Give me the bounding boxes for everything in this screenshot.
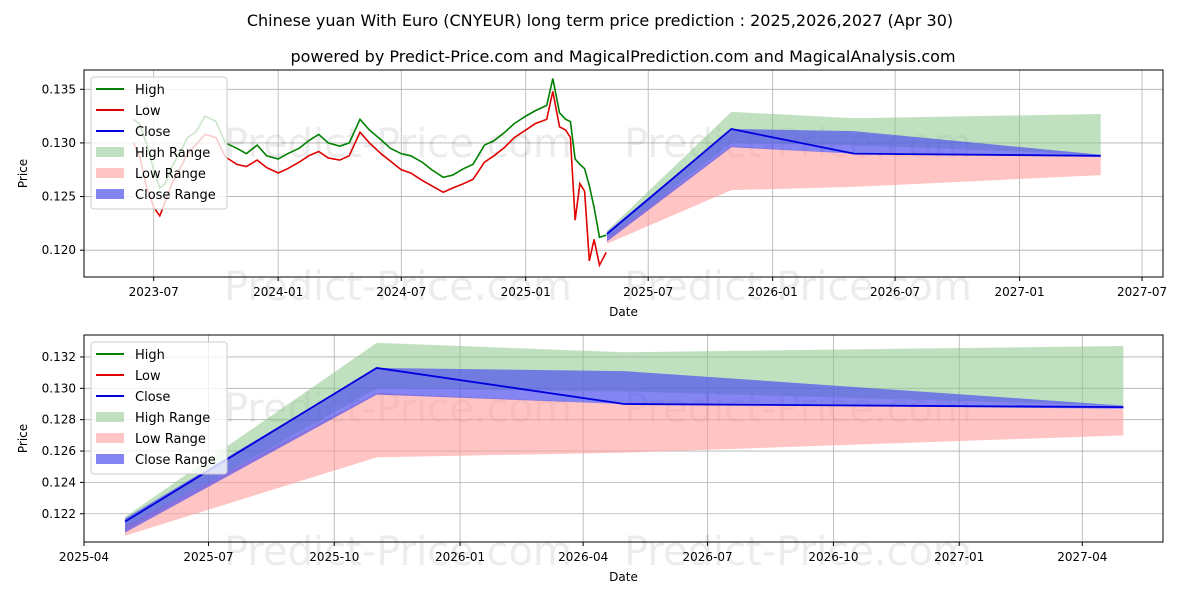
- legend-label: Low: [135, 104, 161, 119]
- watermark-text: Predict-Price.com: [624, 529, 972, 575]
- x-tick-label: 2025-07: [183, 550, 233, 564]
- series-close-line: [124, 366, 1124, 523]
- legend-label: Close: [135, 390, 170, 405]
- legend-box: [90, 76, 228, 210]
- y-tick-label: 0.125: [42, 190, 76, 204]
- low-range-band: [606, 146, 1101, 244]
- y-tick-label: 0.135: [42, 82, 76, 96]
- legend-box: [90, 341, 228, 475]
- legend-label: Low Range: [135, 167, 206, 182]
- x-tick-label: 2027-01: [934, 550, 984, 564]
- watermark-text: Predict-Price.com: [224, 264, 572, 310]
- y-tick-label: 0.120: [42, 243, 76, 257]
- legend-label: Close Range: [135, 188, 216, 203]
- watermark-text: Predict-Price.com: [224, 121, 572, 167]
- y-tick-label: 0.130: [42, 381, 76, 395]
- x-tick-label: 2025-01: [501, 285, 551, 299]
- legend-swatch: [96, 433, 124, 443]
- chart-title: Chinese yuan With Euro (CNYEUR) long ter…: [247, 11, 953, 30]
- x-axis-label: Date: [609, 305, 638, 319]
- legend-swatch: [96, 454, 124, 464]
- watermark-text: Predict-Price.com: [624, 264, 972, 310]
- y-tick-label: 0.132: [42, 350, 76, 364]
- x-tick-label: 2024-07: [376, 285, 426, 299]
- y-tick-label: 0.124: [42, 475, 76, 489]
- legend-swatch: [96, 189, 124, 199]
- y-tick-label: 0.128: [42, 413, 76, 427]
- x-tick-label: 2026-04: [558, 550, 608, 564]
- plot-frame: [83, 334, 1164, 543]
- legend-label: High Range: [135, 411, 210, 426]
- x-tick-label: 2023-07: [129, 285, 179, 299]
- x-tick-label: 2026-07: [683, 550, 733, 564]
- watermark-text: Predict-Price.com: [224, 529, 572, 575]
- x-tick-label: 2026-01: [435, 550, 485, 564]
- x-tick-label: 2025-10: [309, 550, 359, 564]
- x-tick-label: 2027-04: [1057, 550, 1107, 564]
- legend-label: High Range: [135, 146, 210, 161]
- x-tick-label: 2024-01: [253, 285, 303, 299]
- legend-swatch: [96, 412, 124, 422]
- x-tick-label: 2027-01: [995, 285, 1045, 299]
- legend-label: Low: [135, 369, 161, 384]
- close-range-band: [125, 367, 1124, 533]
- legend-label: Close Range: [135, 453, 216, 468]
- y-axis-label: Price: [16, 159, 30, 188]
- x-tick-label: 2026-10: [808, 550, 858, 564]
- plot-frame: [83, 69, 1164, 278]
- legend-label: High: [135, 83, 165, 98]
- close-range-band: [606, 128, 1101, 242]
- series-close-line: [606, 128, 1101, 235]
- chart-panel-bottom: Predict-Price.comPredict-Price.comPredic…: [16, 334, 1164, 584]
- legend-label: Low Range: [135, 432, 206, 447]
- x-tick-label: 2025-04: [59, 550, 109, 564]
- legend-label: Close: [135, 125, 170, 140]
- x-tick-label: 2026-07: [870, 285, 920, 299]
- legend-label: High: [135, 348, 165, 363]
- x-tick-label: 2026-01: [748, 285, 798, 299]
- y-axis-label: Price: [16, 424, 30, 453]
- chart-subtitle: powered by Predict-Price.com and Magical…: [290, 47, 955, 66]
- low-range-band: [125, 393, 1124, 536]
- x-tick-label: 2025-07: [623, 285, 673, 299]
- chart-panel-top: Predict-Price.com Predict-Price.com Predic…: [16, 69, 1167, 319]
- x-axis-label: Date: [609, 570, 638, 584]
- y-tick-label: 0.122: [42, 507, 76, 521]
- legend-swatch: [96, 147, 124, 157]
- legend-swatch: [96, 168, 124, 178]
- y-tick-label: 0.130: [42, 136, 76, 150]
- y-tick-label: 0.126: [42, 444, 76, 458]
- x-tick-label: 2027-07: [1117, 285, 1167, 299]
